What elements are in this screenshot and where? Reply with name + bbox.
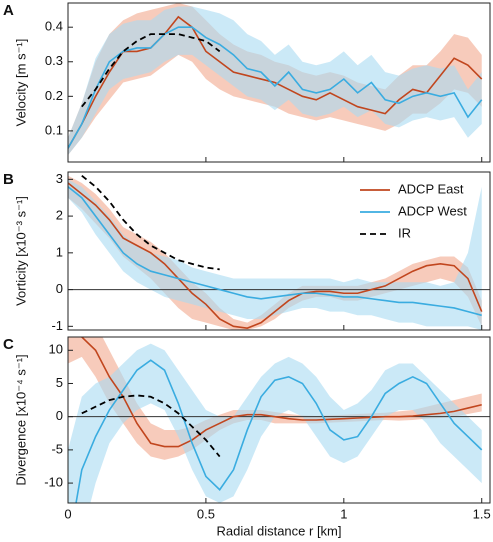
adcp-line <box>68 26 483 149</box>
y-axis-label: Velocity [m s⁻¹] <box>13 39 28 127</box>
adcp-line <box>75 359 483 503</box>
y-tick-label: -10 <box>44 475 63 490</box>
y-tick-label: 1 <box>56 244 63 259</box>
y-tick-label: 0 <box>56 408 63 423</box>
adcp-line <box>68 186 482 317</box>
y-tick-label: 0.1 <box>45 122 63 137</box>
ir-line <box>81 394 221 458</box>
legend-label: IR <box>398 225 411 240</box>
y-tick-label: 10 <box>49 342 63 357</box>
y-axis-label: Vorticity [x10⁻³ s⁻¹] <box>13 196 28 306</box>
y-tick-label: -1 <box>51 318 63 333</box>
y-tick-label: 2 <box>56 208 63 223</box>
x-tick-label: 0 <box>64 506 71 521</box>
panel-label: A <box>3 2 14 19</box>
adcp-line <box>80 337 482 448</box>
adcp-line <box>68 182 483 329</box>
x-tick-label: 0.5 <box>197 506 215 521</box>
y-tick-label: 0.2 <box>45 88 63 103</box>
legend-label: ADCP West <box>398 203 467 218</box>
uncertainty-band <box>68 179 482 330</box>
plot <box>68 337 490 503</box>
axes-frame <box>67 336 491 504</box>
ir-line <box>81 33 221 108</box>
y-tick-label: 5 <box>56 375 63 390</box>
y-tick-label: 0 <box>56 281 63 296</box>
y-tick-label: 3 <box>56 171 63 186</box>
legend-label: ADCP East <box>398 181 464 196</box>
y-tick-label: -5 <box>51 441 63 456</box>
axes-frame <box>67 2 491 163</box>
y-tick-label: 0.3 <box>45 53 63 68</box>
axes-frame <box>67 171 491 331</box>
uncertainty-band <box>68 6 482 156</box>
adcp-line <box>68 15 483 149</box>
uncertainty-band <box>68 343 482 503</box>
plot <box>68 174 490 330</box>
x-axis-label: Radial distance r [km] <box>217 523 342 538</box>
x-tick-label: 1.5 <box>473 506 491 521</box>
plot <box>68 3 483 156</box>
x-tick-label: 1 <box>340 506 347 521</box>
y-axis-label: Divergence [x10⁻⁴ s⁻¹] <box>13 354 28 485</box>
y-tick-label: 0.4 <box>45 19 63 34</box>
panel-label: B <box>3 171 14 188</box>
panel-label: C <box>3 336 14 353</box>
ir-line <box>81 174 220 271</box>
